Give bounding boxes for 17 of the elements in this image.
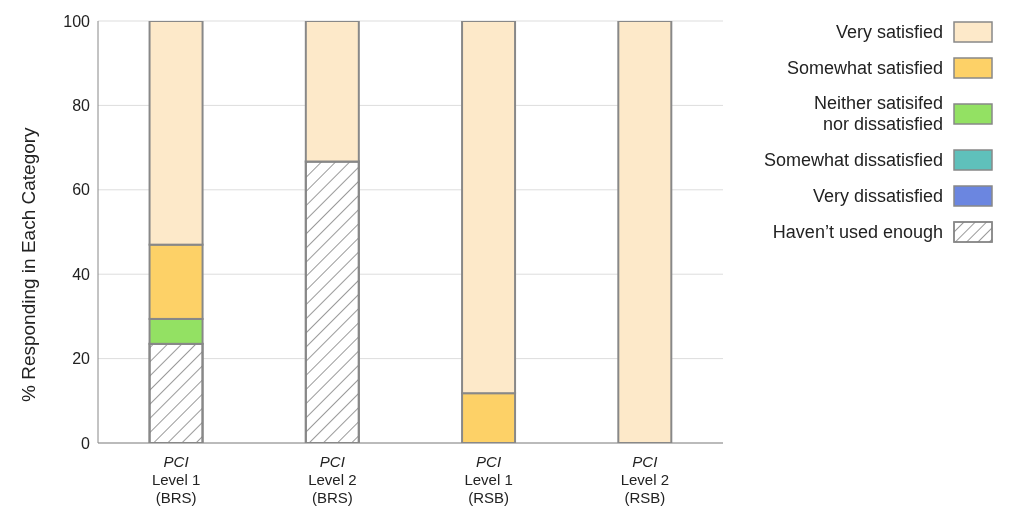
legend-label: Somewhat satisfied — [786, 57, 943, 79]
legend-label: Very satisfied — [835, 21, 943, 43]
legend-label: Very dissatisfied — [812, 185, 943, 207]
legend-label: Haven’t used enough — [772, 221, 943, 243]
x-tick-label: PCI Level 1 (RSB) — [464, 453, 513, 506]
y-tick-label: 40 — [72, 265, 91, 283]
y-tick-label: 0 — [81, 434, 91, 452]
y-tick-label: 60 — [72, 181, 91, 199]
y-tick-label: 100 — [63, 12, 91, 30]
y-tick-label: 20 — [72, 350, 91, 368]
y-axis-title: % Responding in Each Category — [17, 126, 39, 402]
y-tick-label: 80 — [72, 97, 91, 115]
x-tick-label: PCI Level 2 (BRS) — [308, 453, 357, 506]
legend-label: Neither satisifed nor dissatisfied — [813, 93, 943, 135]
x-tick-label: PCI Level 1 (BRS) — [151, 453, 201, 506]
x-tick-label: PCI Level 2 (RSB) — [620, 453, 670, 506]
legend-label: Somewhat dissatisfied — [763, 149, 943, 171]
